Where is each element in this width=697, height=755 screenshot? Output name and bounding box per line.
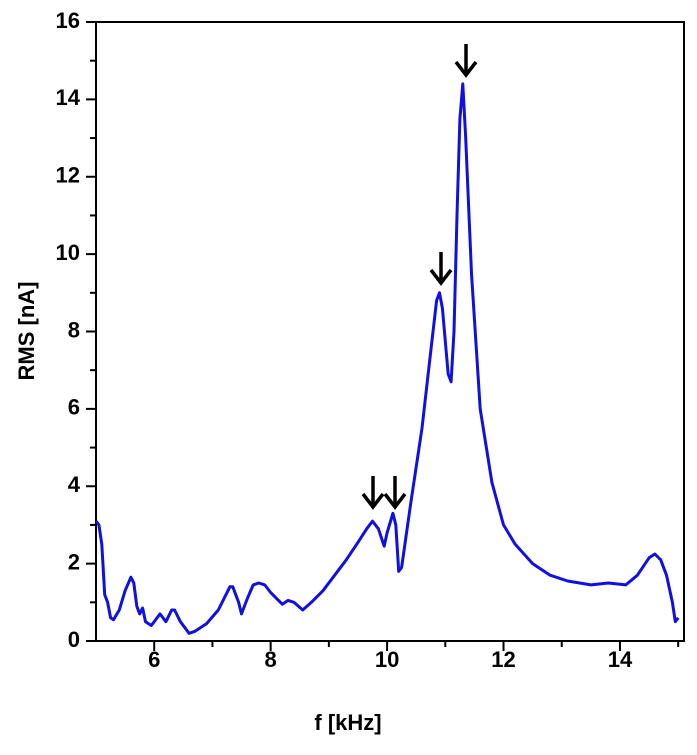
x-tick-label: 12 <box>491 647 515 672</box>
y-tick-label: 6 <box>68 395 80 420</box>
y-tick-label: 4 <box>68 472 81 497</box>
data-line <box>94 82 680 635</box>
y-axis-label: RMS [nA] <box>14 282 39 381</box>
peak-arrows <box>361 44 478 510</box>
y-tick-label: 12 <box>56 163 80 188</box>
y-tick-label: 8 <box>68 317 80 342</box>
arrow <box>454 44 478 78</box>
arrow <box>361 476 385 510</box>
y-tick-label: 16 <box>56 8 80 33</box>
y-tick-label: 0 <box>68 627 80 652</box>
x-tick-label: 10 <box>375 647 399 672</box>
x-tick-label: 8 <box>265 647 277 672</box>
y-tick-label: 2 <box>68 549 80 574</box>
x-tick-label: 6 <box>148 647 160 672</box>
x-axis-label: f [kHz] <box>314 710 381 735</box>
plot-frame <box>95 21 685 642</box>
y-tick-label: 10 <box>56 240 80 265</box>
arrow <box>429 252 453 286</box>
y-tick-label: 14 <box>56 85 81 110</box>
arrow <box>383 476 407 510</box>
x-tick-label: 14 <box>608 647 633 672</box>
